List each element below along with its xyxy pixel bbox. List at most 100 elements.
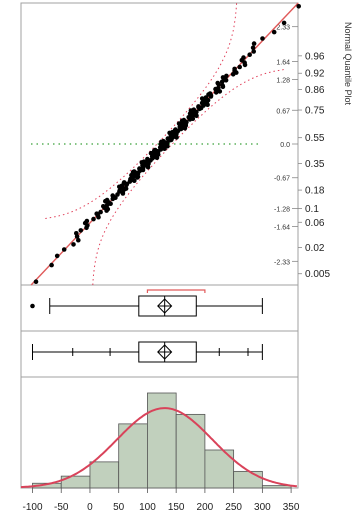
data-point bbox=[296, 4, 302, 9]
quantile-plot: 2.331.641.280.670.0-0.67-1.28-1.64-2.33 … bbox=[30, 2, 352, 286]
quantile-axis-title: Normal Quantile Plot bbox=[343, 22, 352, 106]
inner-tick-label: -1.28 bbox=[274, 206, 290, 213]
data-point bbox=[49, 262, 54, 268]
data-point bbox=[161, 138, 166, 144]
probability-tick-label: 0.06 bbox=[305, 218, 325, 229]
data-point bbox=[207, 91, 213, 96]
data-point bbox=[173, 127, 178, 132]
data-point bbox=[181, 117, 187, 123]
data-point bbox=[241, 55, 246, 60]
data-point bbox=[123, 186, 129, 191]
data-point bbox=[216, 85, 221, 91]
data-point bbox=[94, 211, 99, 216]
probability-tick-label: 0.005 bbox=[305, 269, 330, 280]
inner-tick-label: -1.64 bbox=[274, 225, 290, 232]
data-point bbox=[74, 231, 79, 236]
data-point bbox=[152, 147, 158, 153]
normal-curve-path bbox=[20, 407, 298, 489]
probability-tick-label: 0.55 bbox=[305, 133, 325, 144]
data-point bbox=[98, 209, 103, 215]
data-point bbox=[117, 188, 122, 193]
data-point bbox=[101, 204, 106, 209]
confidence-band bbox=[45, 2, 285, 286]
probability-tick-label: 0.96 bbox=[305, 51, 325, 62]
data-point bbox=[196, 104, 201, 109]
inner-tick-label: -0.67 bbox=[274, 176, 290, 183]
data-point bbox=[145, 156, 150, 162]
data-point bbox=[237, 64, 242, 70]
histogram-bar bbox=[233, 470, 263, 489]
data-point bbox=[219, 79, 225, 84]
data-point bbox=[260, 36, 265, 41]
data-points bbox=[33, 4, 302, 285]
x-tick-label: 250 bbox=[225, 502, 242, 513]
histogram-bar bbox=[147, 392, 177, 489]
data-point bbox=[91, 216, 96, 222]
probability-tick-label: 0.18 bbox=[305, 186, 325, 197]
data-point bbox=[247, 52, 252, 57]
data-point bbox=[281, 20, 287, 26]
data-point bbox=[76, 237, 81, 243]
data-point bbox=[220, 83, 225, 88]
x-tick-label: 0 bbox=[87, 502, 93, 513]
x-tick-label: -100 bbox=[22, 502, 42, 513]
x-tick-label: 50 bbox=[113, 502, 125, 513]
data-point bbox=[84, 218, 90, 224]
x-axis: -100 -50 0 50 100 150 200 250 300 350 bbox=[22, 488, 300, 513]
inner-tick-label: 0.0 bbox=[280, 142, 290, 149]
data-point bbox=[271, 29, 277, 35]
data-point bbox=[78, 228, 84, 233]
inner-tick-label: 1.64 bbox=[276, 59, 290, 66]
shortest-half-bracket bbox=[146, 289, 206, 293]
inner-tick-label: 0.67 bbox=[276, 108, 290, 115]
data-point bbox=[141, 159, 147, 164]
probability-tick-label: 0.86 bbox=[305, 85, 325, 96]
quantile-box-plot bbox=[31, 341, 263, 363]
data-point bbox=[54, 253, 60, 259]
histogram bbox=[20, 392, 298, 489]
x-tick-label: 300 bbox=[254, 502, 271, 513]
normal-curve bbox=[20, 407, 298, 489]
data-point bbox=[61, 247, 67, 252]
probability-tick-label: 0.75 bbox=[305, 106, 325, 117]
data-point bbox=[104, 197, 110, 203]
histogram-bar bbox=[89, 461, 120, 489]
data-point bbox=[251, 41, 257, 46]
data-point bbox=[215, 80, 220, 86]
data-point bbox=[251, 49, 256, 54]
inner-tick-label: 1.28 bbox=[276, 78, 290, 85]
probability-tick-label: 0.35 bbox=[305, 159, 325, 170]
data-point bbox=[232, 66, 237, 72]
data-point bbox=[199, 96, 205, 101]
inner-quantile-ticks: 2.33 1.64 1.28 0.67 0.0 -0.67 -1.28 -1.64 -2.33 bbox=[274, 25, 298, 266]
outlier-box-plot bbox=[30, 289, 263, 317]
probability-tick-label: 0.02 bbox=[305, 243, 325, 254]
x-tick-label: 350 bbox=[283, 502, 300, 513]
histogram-bar bbox=[175, 413, 206, 489]
confidence-band-upper bbox=[92, 69, 285, 286]
data-point bbox=[203, 95, 209, 100]
confidence-band-lower bbox=[45, 2, 238, 219]
data-point bbox=[131, 169, 137, 174]
data-point bbox=[191, 107, 197, 112]
data-point bbox=[33, 279, 39, 285]
inner-tick-label: -2.33 bbox=[274, 259, 290, 266]
data-point bbox=[176, 121, 182, 126]
data-point bbox=[137, 166, 142, 171]
data-point bbox=[121, 180, 127, 185]
inner-tick-label: 2.33 bbox=[276, 25, 290, 32]
data-point bbox=[110, 193, 115, 198]
x-tick-label: 150 bbox=[168, 502, 185, 513]
data-point bbox=[71, 242, 76, 247]
histogram-bar bbox=[261, 485, 292, 489]
x-tick-label: -50 bbox=[54, 502, 69, 513]
data-point bbox=[224, 73, 229, 79]
data-point bbox=[250, 45, 256, 51]
probability-tick-label: 0.1 bbox=[305, 204, 319, 215]
probability-axis: 0.96 0.92 0.86 0.75 0.55 0.35 0.18 0.1 0.06 0.02 0… bbox=[298, 51, 330, 280]
data-point bbox=[165, 136, 171, 141]
outlier-point bbox=[30, 303, 35, 309]
probability-tick-label: 0.92 bbox=[305, 69, 325, 80]
x-tick-label: 200 bbox=[197, 502, 214, 513]
